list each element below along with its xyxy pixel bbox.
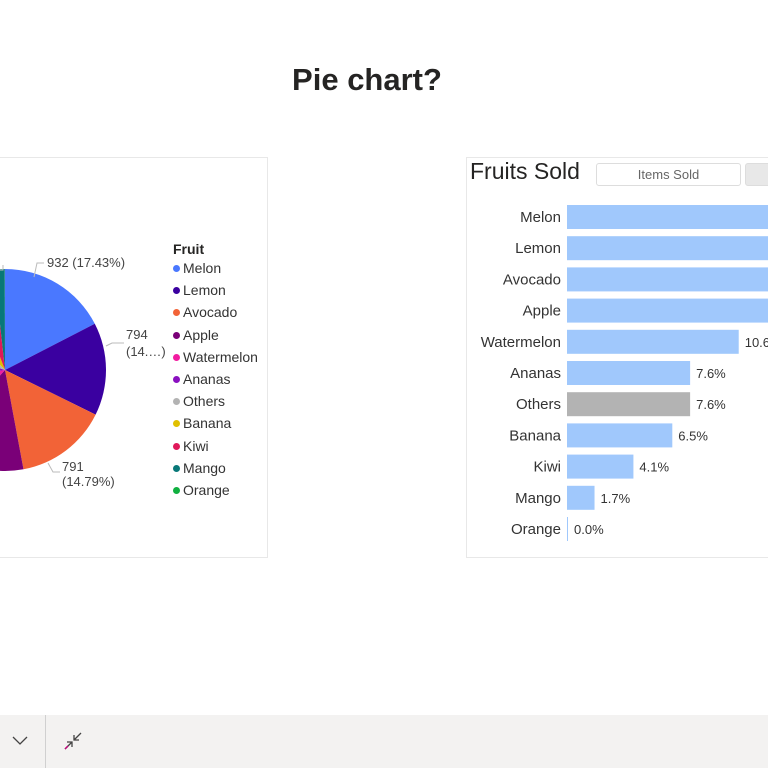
legend-item-banana[interactable]: Banana [173,415,231,431]
legend-dot [173,487,180,494]
legend-item-ananas[interactable]: Ananas [173,371,230,387]
bar-category-label: Melon [520,209,561,226]
bar-mango[interactable] [567,485,595,510]
legend-item-apple[interactable]: Apple [173,327,219,343]
legend-item-others[interactable]: Others [173,393,225,409]
legend-item-mango[interactable]: Mango [173,460,226,476]
pie-slice-lemon[interactable] [5,323,106,415]
legend-label: Lemon [183,282,226,299]
bar-chart-title: Fruits Sold [470,158,580,184]
pie-data-label: (14.…) [126,344,166,359]
bar-others[interactable] [567,392,691,417]
pie-data-label: 794 [126,327,148,342]
pie-slice-watermelon[interactable] [0,370,5,444]
bar-category-label: Ananas [510,365,561,382]
legend-dot [173,265,180,272]
legend-label: Orange [183,482,230,498]
bar-chart: Melon Lemon Avocado Apple Watermelon 10.6% Ana… [481,205,768,541]
legend-dot [173,376,180,383]
secondary-button[interactable] [745,163,768,186]
bar-category-label: Mango [515,490,561,507]
legend-item-melon[interactable]: Melon [173,260,221,276]
bar-data-label: 7.6% [696,397,726,412]
bar-data-label: 4.1% [639,460,669,475]
legend-label: Mango [183,459,226,476]
chevron-down-icon[interactable] [12,736,28,746]
bar-watermelon[interactable] [567,329,739,354]
legend-label: Watermelon [183,348,258,365]
bar-data-label: 0.0% [574,522,604,537]
legend-label: Banana [183,415,232,432]
legend-label: Ananas [183,371,231,387]
legend-dot [173,309,180,317]
pie-data-label: (14.79%) [62,474,115,489]
legend-dot [173,442,180,450]
legend-item-kiwi[interactable]: Kiwi [173,438,209,454]
items-sold-button[interactable]: Items Sold [596,163,741,186]
bar-category-label: Lemon [515,240,561,257]
bar-data-label: 6.5% [678,428,708,443]
collapse-icon[interactable] [63,731,83,751]
bar-data-label: 7.6% [696,366,726,381]
legend-label: Apple [183,326,219,343]
pie-slice-banana[interactable] [0,276,5,370]
legend-item-watermelon[interactable]: Watermelon [173,349,258,365]
pie-slice-kiwi[interactable] [0,270,5,370]
bar-data-label: 1.7% [601,491,631,506]
divider [45,715,46,768]
pie-data-label: 932 (17.43%) [47,255,125,270]
bar-category-label: Banana [509,427,561,444]
legend-label: Kiwi [183,437,209,454]
bottom-toolbar [0,715,768,768]
bar-lemon[interactable] [567,236,768,261]
bar-category-label: Kiwi [533,459,561,476]
bar-ananas[interactable] [567,361,691,385]
legend-item-lemon[interactable]: Lemon [173,282,226,298]
bar-orange[interactable] [567,517,568,541]
leader-line-avocado [47,462,60,473]
pie-slice-others[interactable] [0,298,5,370]
pie-slice-melon[interactable] [5,269,95,370]
leader-line-lemon [105,342,124,347]
legend-label: Avocado [183,304,238,321]
legend-item-orange[interactable]: Orange [173,482,230,498]
bar-category-label: Others [516,396,561,413]
leader-line-melon [33,262,44,278]
leader-line [0,265,4,271]
legend-label: Melon [183,260,222,276]
bar-data-label: 10.6% [745,335,768,350]
bar-category-label: Orange [511,521,561,538]
legend-dot [173,420,180,428]
bar-apple[interactable] [567,298,768,323]
bar-avocado[interactable] [567,267,768,292]
page-title: Pie chart? [292,62,442,97]
pie-slice-mango[interactable] [0,269,5,370]
legend-dot [173,464,180,472]
pie-chart: 932 (17.43%) 794 (14.…) 791(14.79%) [0,255,166,489]
bar-kiwi[interactable] [567,454,634,479]
pie-slice-avocado[interactable] [5,370,96,470]
pie-slice-ananas[interactable] [0,338,5,386]
pie-slice-apple[interactable] [0,370,24,471]
bar-melon[interactable] [567,205,768,229]
legend-label: Others [183,393,226,410]
legend-dot [173,287,180,295]
legend-title: Fruit [173,241,205,257]
bar-category-label: Watermelon [481,334,561,351]
legend-dot [173,353,180,361]
pie-data-label: 791 [62,459,84,474]
bar-category-label: Apple [523,303,561,320]
legend-dot [173,398,180,406]
legend-item-avocado[interactable]: Avocado [173,304,237,320]
legend-dot [173,331,180,339]
bar-category-label: Avocado [503,271,561,288]
bar-banana[interactable] [567,423,673,448]
